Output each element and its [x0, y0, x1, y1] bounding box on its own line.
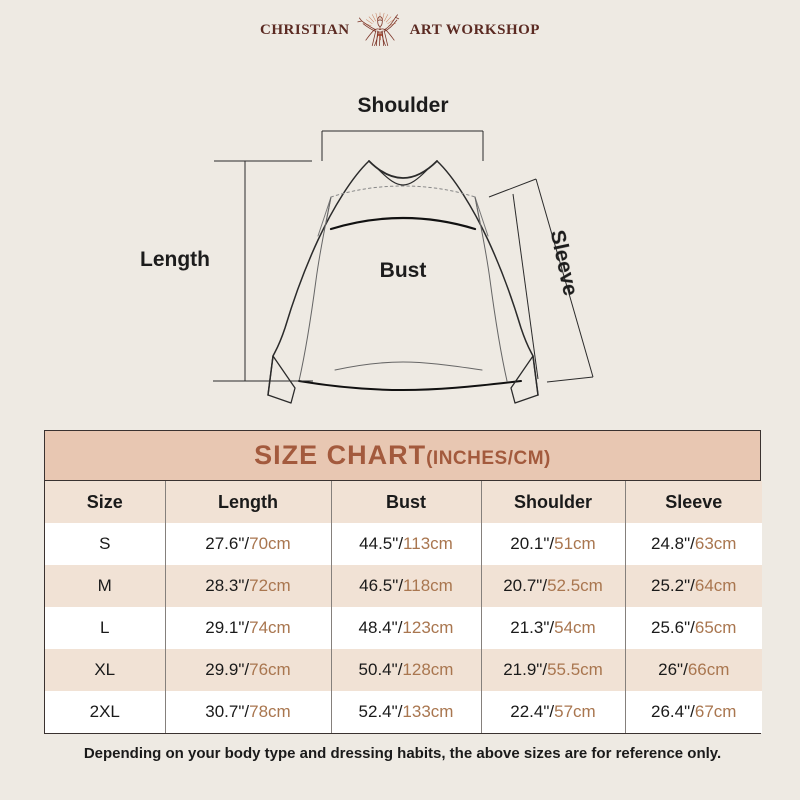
- svg-text:Bust: Bust: [380, 259, 427, 282]
- svg-text:Shoulder: Shoulder: [357, 94, 448, 117]
- svg-text:Length: Length: [140, 248, 210, 271]
